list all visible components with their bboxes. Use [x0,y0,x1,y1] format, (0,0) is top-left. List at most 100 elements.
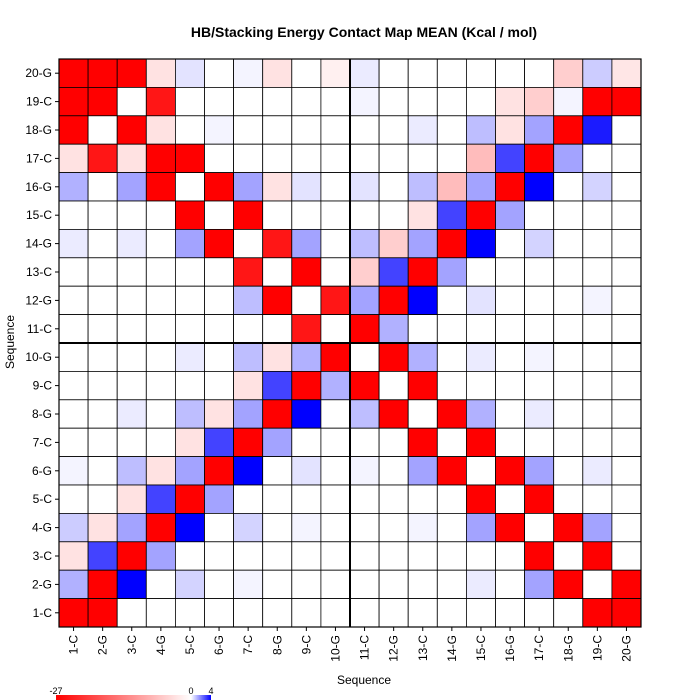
heatmap-cell-r16-c7 [233,172,264,202]
heatmap-cell-r4-c19 [582,513,613,543]
heatmap-cell-r15-c8 [262,200,293,230]
heatmap-cell-r4-c15 [465,513,496,543]
heatmap-cell-r9-c8 [262,370,293,401]
heatmap-cell-r5-c11 [349,484,380,514]
y-tick-label: 6-G [32,464,52,478]
heatmap-cell-r7-c9 [291,427,322,458]
heatmap-cell-r2-c15 [465,569,496,600]
heatmap-cell-r4-c7 [233,513,264,543]
y-tick-label: 5-C [33,492,53,506]
heatmap-cell-r8-c12 [378,399,409,429]
heatmap-cell-r2-c20 [611,569,642,600]
heatmap-cell-r6-c8 [262,456,293,486]
heatmap-cell-r12-c3 [116,285,147,316]
heatmap-cell-r12-c2 [87,285,118,316]
heatmap-cell-r4-c20 [611,513,642,543]
heatmap-cell-r20-c13 [407,58,438,88]
heatmap-cell-r13-c16 [495,257,526,287]
heatmap-cell-r4-c8 [262,513,293,543]
heatmap-cell-r13-c8 [262,257,293,287]
heatmap-cell-r20-c2 [87,58,118,88]
heatmap-cell-r6-c12 [378,456,409,486]
heatmap-cell-r20-c17 [524,58,555,88]
heatmap-cell-r15-c3 [116,200,147,230]
heatmap-cell-r2-c13 [407,569,438,600]
heatmap-cell-r17-c6 [204,143,235,173]
heatmap-cell-r1-c6 [204,598,235,628]
heatmap-cell-r19-c7 [233,87,264,117]
heatmap-cell-r12-c11 [349,285,380,316]
heatmap-cell-r6-c7 [233,456,264,486]
heatmap-cell-r8-c9 [291,399,322,429]
heatmap-cell-r15-c10 [320,200,351,230]
heatmap-cell-r16-c11 [349,172,380,202]
heatmap-cell-r18-c7 [233,115,264,145]
heatmap-cell-r4-c3 [116,513,147,543]
y-axis-label: Sequence [3,315,17,369]
y-tick-label: 13-C [26,265,52,279]
heatmap-cell-r3-c4 [145,541,176,571]
heatmap-cell-r2-c4 [145,569,176,600]
heatmap-cell-r7-c8 [262,427,293,458]
heatmap-cell-r14-c18 [553,228,584,259]
heatmap-cell-r11-c2 [87,314,118,344]
heatmap-cell-r17-c18 [553,143,584,173]
x-tick-label: 20-G [619,635,633,662]
heatmap-cell-r13-c6 [204,257,235,287]
heatmap-cell-r4-c4 [145,513,176,543]
heatmap-cell-r7-c12 [378,427,409,458]
heatmap-cell-r4-c1 [58,513,89,543]
colorbar-gradient [56,695,211,700]
heatmap-cell-r8-c7 [233,399,264,429]
heatmap-cell-r6-c1 [58,456,89,486]
heatmap-cell-r3-c11 [349,541,380,571]
heatmap-cell-r1-c4 [145,598,176,628]
heatmap-cell-r4-c12 [378,513,409,543]
heatmap-cell-r10-c1 [58,342,89,372]
heatmap-cell-r17-c20 [611,143,642,173]
heatmap-cell-r18-c18 [553,115,584,145]
heatmap-cell-r9-c18 [553,370,584,401]
heatmap-cell-r13-c5 [174,257,205,287]
heatmap-cell-r6-c6 [204,456,235,486]
heatmap-cell-r19-c13 [407,87,438,117]
heatmap-cell-r18-c6 [204,115,235,145]
heatmap-cell-r14-c2 [87,228,118,259]
heatmap-cell-r8-c13 [407,399,438,429]
x-tick-label: 17-C [532,635,546,661]
heatmap-cell-r11-c11 [349,314,380,344]
heatmap-cell-r10-c4 [145,342,176,372]
heatmap-cell-r5-c17 [524,484,555,514]
heatmap-cell-r5-c18 [553,484,584,514]
heatmap-cell-r19-c18 [553,87,584,117]
heatmap-cell-r9-c10 [320,370,351,401]
heatmap-cell-r14-c12 [378,228,409,259]
heatmap-cell-r14-c10 [320,228,351,259]
heatmap-cell-r11-c5 [174,314,205,344]
heatmap-cell-r12-c4 [145,285,176,316]
x-tick-label: 6-G [212,635,226,655]
heatmap-cell-r17-c8 [262,143,293,173]
heatmap-cell-r12-c5 [174,285,205,316]
heatmap-cell-r1-c10 [320,598,351,628]
heatmap-cell-r19-c8 [262,87,293,117]
heatmap-cell-r6-c15 [465,456,496,486]
heatmap-cell-r8-c1 [58,399,89,429]
y-tick-label: 14-G [25,237,52,251]
heatmap-cell-r10-c7 [233,342,264,372]
heatmap-cell-r14-c15 [465,228,496,259]
heatmap-cell-r11-c14 [436,314,467,344]
heatmap-cell-r10-c8 [262,342,293,372]
y-tick-labels: 20-G 19-C 18-G 17-C 16-G 15-C 14-G 13-C 12-G 11-C… [25,66,59,620]
heatmap-cell-r4-c11 [349,513,380,543]
heatmap-cell-r16-c10 [320,172,351,202]
heatmap-cell-r3-c17 [524,541,555,571]
heatmap-cell-r14-c20 [611,228,642,259]
heatmap-cell-r16-c4 [145,172,176,202]
heatmap-cell-r10-c20 [611,342,642,372]
heatmap-cell-r18-c14 [436,115,467,145]
heatmap-cell-r5-c5 [174,484,205,514]
heatmap-cell-r15-c5 [174,200,205,230]
heatmap-cell-r18-c2 [87,115,118,145]
heatmap-cell-r1-c1 [58,598,89,628]
